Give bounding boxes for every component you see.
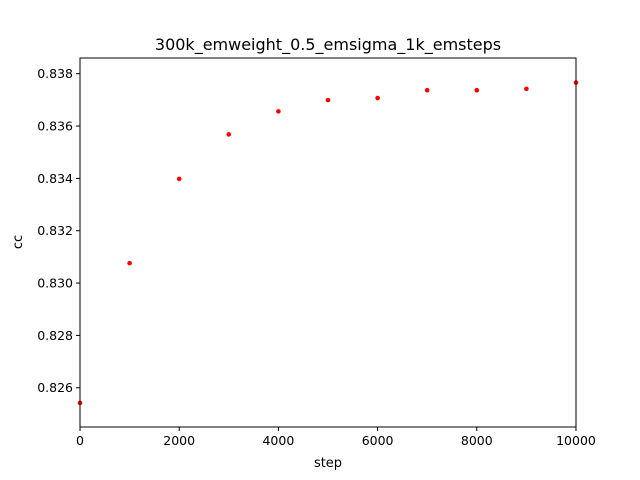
data-point [325,97,331,103]
y-tick-label: 0.830 [37,276,73,291]
y-tick-label: 0.838 [37,66,73,81]
x-tick-label: 6000 [362,433,394,448]
y-tick-label: 0.826 [37,380,73,395]
data-points [77,80,579,406]
chart-title: 300k_emweight_0.5_emsigma_1k_emsteps [155,35,501,55]
y-tick-label: 0.834 [37,171,73,186]
data-point [226,132,232,137]
x-tick-label: 8000 [461,433,493,448]
x-axis-ticks: 0 2000 4000 6000 8000 10000 [76,427,596,448]
data-point [127,260,132,266]
data-point [424,87,430,93]
data-point [474,87,480,93]
data-point [375,95,380,101]
x-tick-label: 0 [76,433,84,448]
data-point [276,109,281,114]
y-tick-label: 0.836 [37,119,73,134]
x-axis-label: step [314,456,342,471]
data-point [176,176,182,182]
y-axis-label: cc [11,235,26,249]
data-point [524,86,529,92]
x-tick-label: 4000 [262,433,294,448]
x-tick-label: 2000 [163,433,195,448]
x-tick-label: 10000 [556,433,596,448]
y-tick-label: 0.832 [37,223,73,238]
y-axis-ticks: 0.826 0.828 0.830 0.832 0.834 0.836 0.838 [37,66,80,395]
y-tick-label: 0.828 [37,328,73,343]
plot-frame [79,57,577,428]
